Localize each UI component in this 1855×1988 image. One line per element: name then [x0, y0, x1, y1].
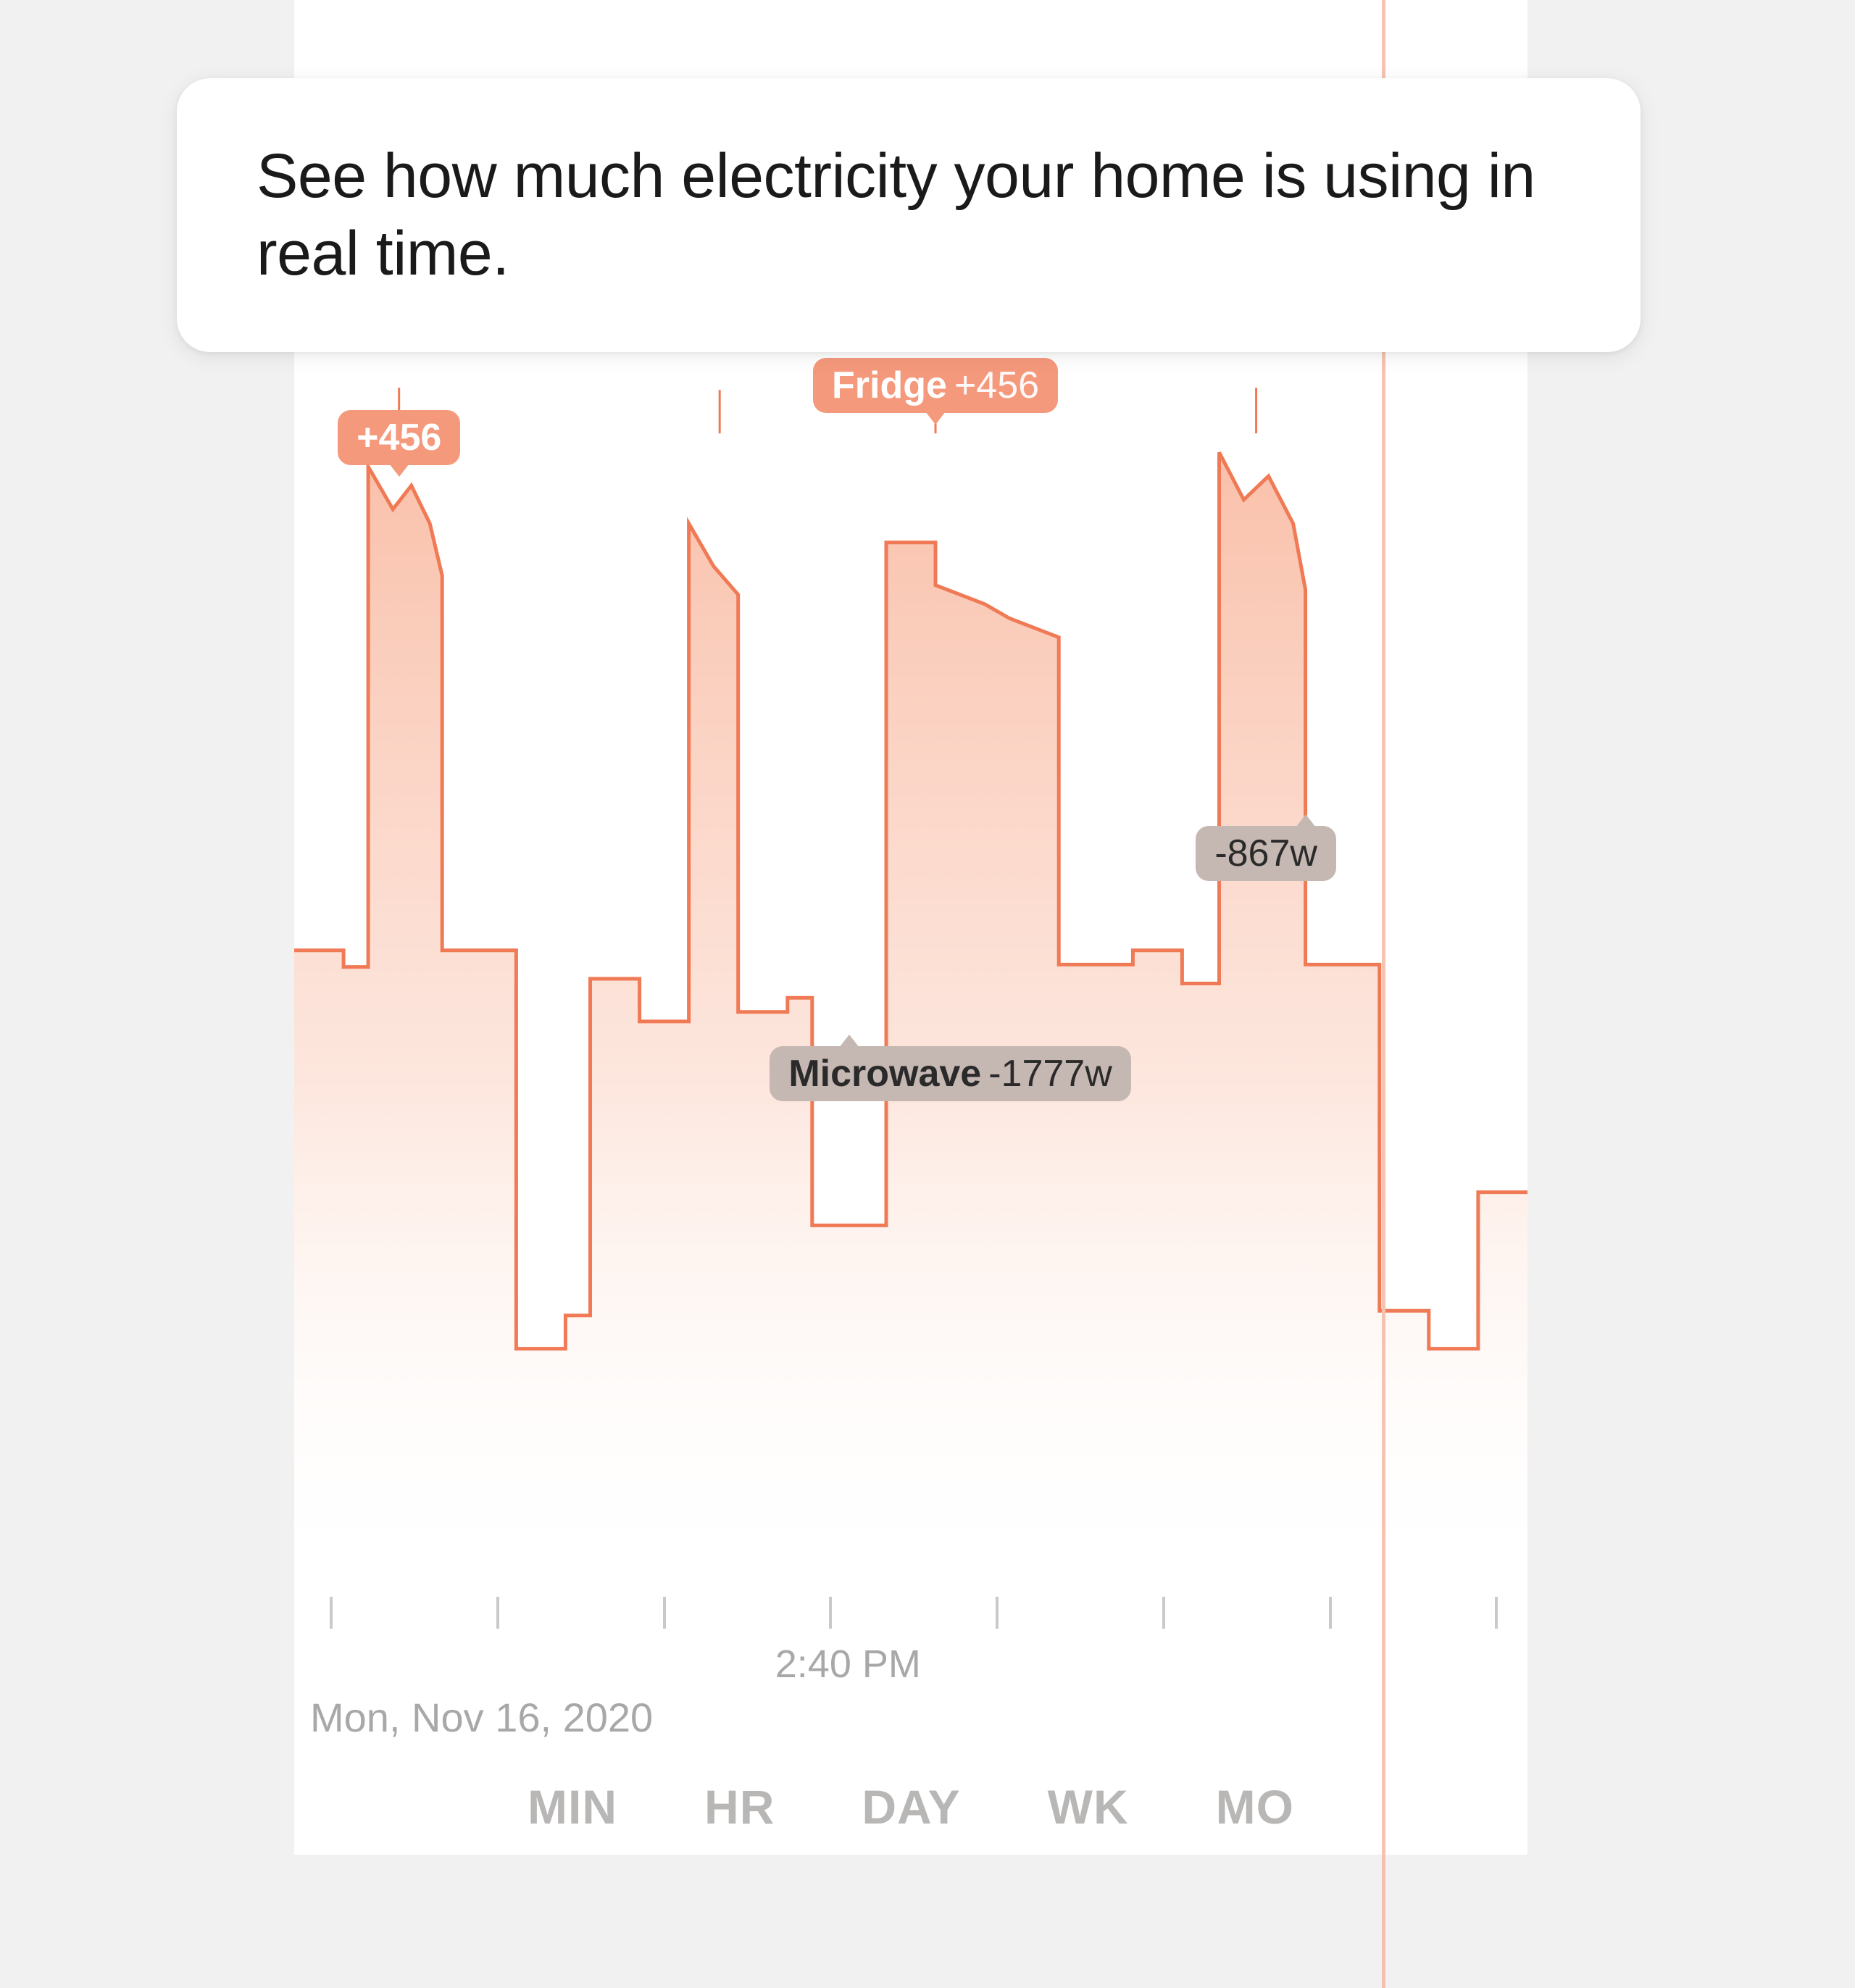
tick-mark: [1329, 1597, 1332, 1629]
anno-plus456-left: +456: [338, 410, 460, 465]
range-option-day[interactable]: DAY: [862, 1779, 960, 1852]
usage-chart[interactable]: +456Fridge+456Microwave-1777w-867w: [294, 362, 1527, 1595]
anno-fridge: Fridge+456: [813, 358, 1058, 413]
anno-minus867: -867w: [1196, 826, 1336, 881]
annotation-value: -1777w: [988, 1055, 1112, 1093]
annotation-caret-icon: [925, 412, 946, 425]
annotation-value: +456: [357, 419, 441, 456]
annotation-caret-icon: [389, 464, 409, 477]
annotation-device: Microwave: [788, 1055, 981, 1093]
usage-chart-svg: [294, 362, 1527, 1595]
tick-mark: [829, 1597, 832, 1629]
range-option-min[interactable]: MIN: [528, 1779, 617, 1852]
tick-mark: [1495, 1597, 1498, 1629]
tick-mark: [663, 1597, 666, 1629]
tick-mark: [330, 1597, 333, 1629]
range-option-wk[interactable]: WK: [1048, 1779, 1129, 1852]
anno-microwave: Microwave-1777w: [770, 1046, 1130, 1101]
annotation-device: Fridge: [832, 367, 947, 404]
chart-time-label: 2:40 PM: [775, 1642, 921, 1687]
range-selector: MIN HR DAY WK MO: [294, 1779, 1527, 1852]
info-card: See how much electricity your home is us…: [177, 78, 1641, 352]
chart-date-label: Mon, Nov 16, 2020: [310, 1694, 653, 1741]
range-option-hr[interactable]: HR: [704, 1779, 775, 1852]
tick-mark: [996, 1597, 999, 1629]
annotation-value: +456: [954, 367, 1039, 404]
annotation-value: -867w: [1214, 835, 1317, 872]
tick-mark: [496, 1597, 499, 1629]
chart-x-ticks: [294, 1597, 1527, 1629]
info-card-title: See how much electricity your home is us…: [257, 138, 1561, 293]
range-option-mo[interactable]: MO: [1216, 1779, 1294, 1852]
tick-mark: [1162, 1597, 1165, 1629]
